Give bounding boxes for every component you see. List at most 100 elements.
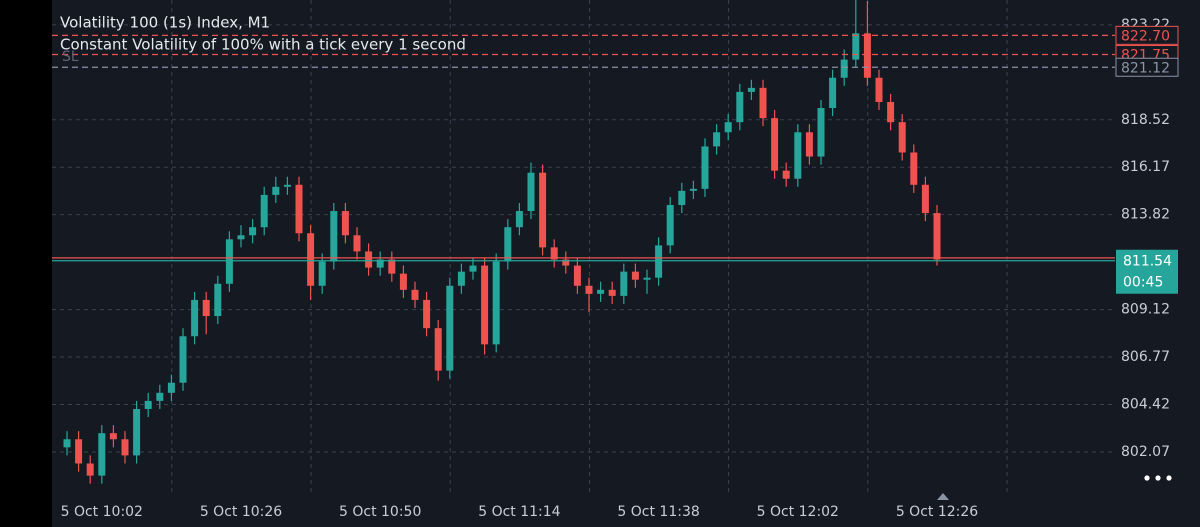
candle-body (713, 132, 721, 147)
y-tick-label: 818.52 (1121, 112, 1170, 128)
candle-body (597, 289, 605, 294)
candle-body (121, 439, 129, 456)
candle-body (852, 33, 860, 60)
candle-body (434, 328, 442, 371)
candle-body (921, 184, 929, 214)
more-menu[interactable] (1144, 475, 1172, 481)
candle-body (643, 277, 651, 280)
x-tick-label: 5 Oct 10:50 (339, 504, 421, 520)
chart-title: Volatility 100 (1s) Index, M1 (60, 14, 270, 32)
x-tick-label: 5 Oct 10:02 (61, 504, 143, 520)
price-box (1115, 57, 1179, 77)
candle-body (249, 227, 257, 236)
candle-body (585, 285, 593, 294)
candle-body (353, 235, 361, 252)
menu-dot[interactable] (1155, 475, 1161, 481)
candle-body (283, 184, 291, 187)
y-tick-label: 806.77 (1121, 349, 1170, 365)
candle-body (167, 382, 175, 393)
candle-body (620, 271, 628, 296)
candle-body (736, 91, 744, 123)
candle-body (550, 247, 558, 260)
candle-body (481, 265, 489, 345)
candle-body (492, 261, 500, 345)
candle-body (515, 211, 523, 228)
candle-body (376, 259, 384, 268)
y-tick-label: 816.17 (1121, 159, 1170, 175)
price-box (1115, 25, 1179, 45)
candle-body (109, 433, 117, 440)
candle-body (144, 400, 152, 409)
candle-body (423, 299, 431, 329)
candle-body (504, 227, 512, 262)
menu-dot[interactable] (1166, 475, 1172, 481)
candle-body (260, 194, 268, 228)
axis: 802.07 804.42 806.77 809.12 813.82 816.17 818.… (61, 17, 1179, 520)
candle-body (794, 132, 802, 179)
candle-body (608, 289, 616, 296)
candle-body (133, 408, 141, 456)
candle-body (388, 259, 396, 274)
candle-body (759, 87, 767, 119)
time-marker (937, 493, 949, 500)
candle-body (295, 184, 303, 234)
candle-body (678, 190, 686, 205)
candle-body (318, 261, 326, 286)
candle-body (237, 235, 245, 240)
candle-body (63, 439, 71, 448)
candle-body (805, 132, 813, 157)
candle-body (724, 122, 732, 133)
candle-body (747, 87, 755, 92)
candle-body (829, 77, 837, 109)
x-tick-label: 5 Oct 12:26 (896, 504, 978, 520)
candle-body (863, 33, 871, 78)
price-label: 822.70 (1121, 28, 1170, 44)
candle-body (887, 101, 895, 123)
candle-body (399, 273, 407, 290)
candle-body (898, 122, 906, 153)
candle-body (446, 285, 454, 371)
y-tick-label: 809.12 (1121, 302, 1170, 318)
candle-body (365, 251, 373, 268)
candle-body (469, 265, 477, 272)
y-tick-label: 802.07 (1121, 444, 1170, 460)
candle-body (875, 77, 883, 102)
y-tick-label: 813.82 (1121, 207, 1170, 223)
candle-body (98, 433, 106, 476)
x-tick-label: 5 Oct 12:02 (757, 504, 839, 520)
candle-body (701, 146, 709, 189)
candle-body (631, 271, 639, 280)
y-tick-label: 804.42 (1121, 397, 1170, 413)
candle-body (771, 118, 779, 171)
candle-body (179, 336, 187, 383)
candle-body (214, 283, 222, 317)
candle-body (527, 172, 535, 212)
candle-body (933, 213, 941, 260)
candle-body (782, 170, 790, 179)
x-tick-label: 5 Oct 10:26 (200, 504, 282, 520)
candle-body (411, 289, 419, 300)
menu-dot[interactable] (1144, 475, 1150, 481)
candle-body (307, 233, 315, 286)
price-label: 821.12 (1121, 60, 1170, 76)
price-label: 811.54 (1123, 254, 1172, 270)
candle-body (689, 188, 697, 191)
x-tick-label: 5 Oct 11:14 (478, 504, 560, 520)
candle-body (573, 265, 581, 286)
price-lines (52, 34, 1115, 262)
candle-body (457, 271, 465, 286)
candle-body (86, 463, 94, 476)
candle-body (156, 392, 164, 401)
candle-body (330, 211, 338, 262)
candle-body (539, 172, 547, 248)
countdown: 00:45 (1123, 275, 1163, 291)
candle-body (202, 299, 210, 317)
candle-body (655, 245, 663, 278)
candle-body (666, 204, 674, 246)
candle-body (272, 186, 280, 195)
candle-body (75, 439, 83, 464)
candle-body (191, 299, 199, 337)
candles (63, 0, 941, 484)
candle-body (817, 108, 825, 157)
